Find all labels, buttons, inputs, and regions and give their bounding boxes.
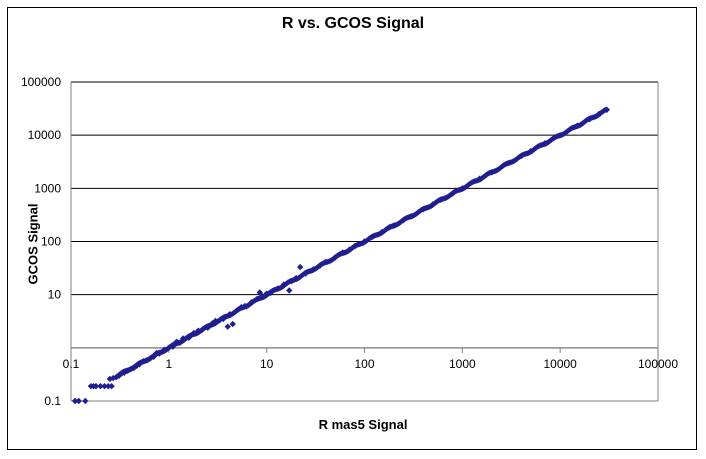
x-tick-label: 0.1 [63,357,80,371]
data-point [286,287,293,294]
y-tick-label: 10000 [28,128,62,142]
data-point [82,397,89,405]
data-point [296,263,304,271]
x-tick-label: 10000 [543,357,577,371]
tick-layer: 0.1 1 10 100 1000 10000 100000 0.1 10 100 1000 1000… [21,75,678,408]
y-tick-label: 100000 [21,75,61,89]
point-layer [71,106,611,405]
data-point [101,382,108,390]
data-point [229,320,236,328]
dense-point-cluster [114,106,610,379]
data-point [224,323,231,330]
y-tick-label: 1000 [34,181,61,195]
x-tick-label: 1 [165,357,172,371]
x-axis-title: R mas5 Signal [318,417,408,432]
x-tick-label: 1000 [449,357,476,371]
data-point [108,382,115,390]
data-point [603,106,610,113]
data-point [92,382,100,390]
x-tick-label: 100000 [638,357,678,371]
x-tick-label: 10 [260,357,274,371]
x-tick-label: 100 [354,357,374,371]
data-point [71,397,79,405]
y-tick-label: 100 [41,235,61,249]
y-tick-label: 0.1 [44,394,61,408]
data-point [97,382,104,390]
data-point [75,397,82,405]
data-point [104,382,112,390]
grid-layer [71,81,658,349]
data-point [110,374,117,382]
chart-title: R vs. GCOS Signal [281,15,425,32]
y-tick-label: 10 [48,288,62,302]
